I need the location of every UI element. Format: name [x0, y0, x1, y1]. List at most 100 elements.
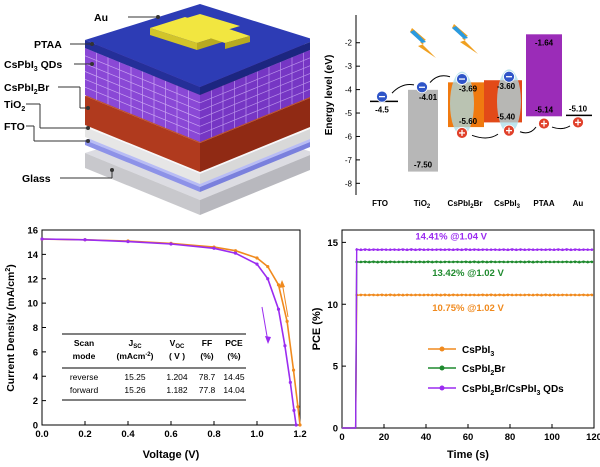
jv-point [294, 423, 298, 427]
pce-point [485, 260, 489, 264]
pce-point [506, 260, 510, 264]
pce-point [489, 293, 493, 297]
transfer-arrow [519, 126, 537, 134]
qd-cell-line [199, 86, 316, 135]
pce-point [372, 293, 375, 297]
pce-point [431, 293, 434, 297]
pce-annotation: 10.75% @1.02 V [432, 303, 504, 314]
jv-series-line [41, 238, 301, 426]
pce-point [393, 260, 396, 264]
pce-point [494, 248, 497, 251]
jv-point [255, 262, 259, 266]
pce-point [536, 260, 539, 264]
electron-highlight [450, 71, 474, 136]
qd-grid [84, 52, 316, 138]
pce-point [578, 293, 581, 297]
ytick-label: -3 [345, 62, 353, 71]
pce-point [393, 248, 396, 251]
pce-point [515, 260, 518, 264]
pce-point [359, 248, 363, 251]
value-tio2-cb: -4.01 [419, 93, 438, 102]
legend-marker [439, 365, 445, 371]
value-cspbi2br-vb: -5.60 [459, 117, 478, 126]
table-cell: forward [70, 385, 99, 395]
pce-series [342, 248, 594, 429]
table-cell: 1.182 [166, 385, 188, 395]
pce-point [464, 248, 468, 251]
pce-point [481, 260, 484, 264]
qd-cell-line [199, 71, 316, 119]
jv-ylabel: Current Density (mA/cm2) [5, 264, 17, 392]
pce-point [527, 293, 531, 297]
table-header-ff-unit: (%) [200, 351, 213, 361]
pce-point [397, 248, 400, 251]
pce-point [452, 260, 455, 264]
pce-point [376, 248, 379, 251]
pce-point [443, 248, 447, 251]
pce-point [473, 248, 476, 251]
pce-point [468, 260, 472, 264]
pce-point [452, 293, 455, 297]
pce-point [372, 260, 375, 264]
xlabel-fto: FTO [372, 199, 388, 208]
pce-point [418, 248, 421, 251]
table-cell: 15.26 [124, 385, 146, 395]
pce-point [586, 293, 589, 297]
au-electrode [150, 14, 250, 50]
transfer-arrow [391, 84, 415, 94]
ptaa-band [526, 34, 562, 117]
pce-point [523, 293, 526, 297]
pce-point [414, 260, 417, 264]
pce-point [565, 260, 568, 264]
pce-point [401, 293, 405, 297]
pce-point [477, 260, 480, 264]
pce-point [519, 260, 522, 264]
jv-point [233, 249, 238, 253]
xtick-label: 40 [421, 432, 432, 443]
pce-point [540, 248, 543, 251]
xtick-label: 0.4 [121, 429, 135, 440]
pce-point [544, 293, 547, 297]
pce-point [452, 248, 455, 251]
pce-point [435, 293, 438, 297]
pce-point [515, 293, 518, 297]
pce-point [372, 248, 375, 251]
ytick-label: 0 [33, 421, 38, 432]
ytick-label: 5 [333, 362, 339, 373]
pce-point [363, 260, 367, 264]
pce-point [531, 248, 535, 251]
legend-label: CsPbI2Br/CsPbI3 QDs [462, 384, 564, 397]
transfer-arrow [551, 125, 571, 130]
pce-point [485, 293, 489, 297]
xlabel-cspbi3: CsPbI3 [494, 199, 521, 210]
hole-icon [538, 117, 550, 130]
pce-point [426, 260, 430, 264]
qd-cell-line [199, 79, 316, 127]
value-cspbi3-cb: -3.60 [497, 82, 516, 91]
pce-point [468, 293, 472, 297]
ytick-label: -4 [345, 86, 353, 95]
pce-ylabel: PCE (%) [311, 307, 323, 350]
ytick-label: -5 [345, 109, 353, 118]
pce-point [557, 293, 560, 297]
pce-point [531, 260, 535, 264]
pce-xlabel: Time (s) [447, 449, 489, 461]
energy-level-diagram: Energy level (eV) -2 -3 -4 -5 -6 -7 -8 -4.5 -4… [324, 15, 592, 210]
pce-yticks: 0 5 10 15 [327, 238, 346, 435]
ytick-label: 8 [33, 323, 38, 334]
pce-point [422, 293, 426, 297]
pce-point [384, 293, 388, 297]
pce-point [439, 293, 442, 297]
pce-point [502, 248, 505, 251]
pce-point [531, 293, 535, 297]
table-row: forward 15.26 1.182 77.8 14.04 [70, 385, 245, 395]
ytick-label: 12 [27, 274, 38, 285]
ytick-label: 14 [27, 250, 38, 261]
jv-point [212, 246, 216, 250]
jv-point [288, 380, 292, 384]
jv-point [276, 307, 281, 311]
hole-icon [456, 127, 468, 139]
pce-point [380, 248, 384, 251]
table-header-v-unit: ( V ) [169, 351, 185, 361]
pce-point [401, 260, 405, 264]
